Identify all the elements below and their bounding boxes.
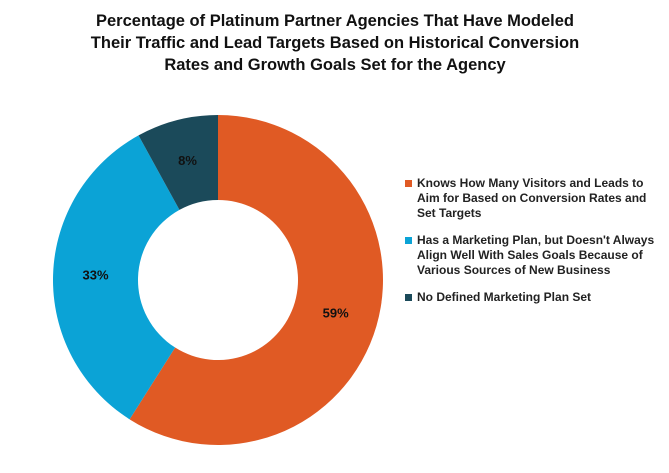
chart-title: Percentage of Platinum Partner Agencies … <box>96 12 574 30</box>
data-label: 8% <box>178 153 197 168</box>
data-label: 59% <box>323 306 349 321</box>
legend-item: Knows How Many Visitors and Leads to Aim… <box>405 176 660 221</box>
legend-label: Has a Marketing Plan, but Doesn't Always… <box>417 233 655 277</box>
legend-item: Has a Marketing Plan, but Doesn't Always… <box>405 233 660 278</box>
chart-title: Their Traffic and Lead Targets Based on … <box>91 34 579 52</box>
legend-label: Knows How Many Visitors and Leads to Aim… <box>417 176 647 220</box>
legend: Knows How Many Visitors and Leads to Aim… <box>405 176 660 317</box>
legend-swatch <box>405 180 412 187</box>
legend-swatch <box>405 294 412 301</box>
legend-swatch <box>405 237 412 244</box>
chart-title: Rates and Growth Goals Set for the Agenc… <box>164 56 506 74</box>
donut-slice <box>138 115 218 210</box>
donut-slice <box>52 135 180 420</box>
legend-item: No Defined Marketing Plan Set <box>405 290 660 305</box>
legend-label: No Defined Marketing Plan Set <box>417 290 592 304</box>
data-label: 33% <box>83 268 109 283</box>
donut-slice <box>129 115 383 445</box>
